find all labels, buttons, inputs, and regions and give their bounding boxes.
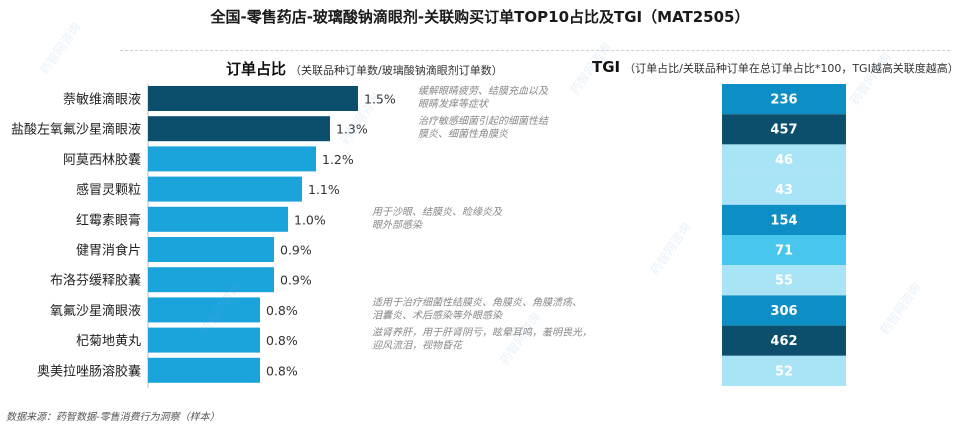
annotation-text: 适用于治疗细菌性结膜炎、角膜炎、角膜溃疡、 [372, 296, 582, 308]
bar-value-label: 0.8% [266, 303, 298, 318]
bar [148, 176, 302, 202]
annotation-text: 膜炎、细菌性角膜炎 [418, 128, 509, 140]
bar [148, 86, 358, 111]
bar-value-label: 0.9% [280, 243, 312, 258]
category-label: 健胃消食片 [76, 243, 141, 259]
category-label: 布洛芬缓释胶囊 [50, 273, 141, 289]
category-label: 氧氟沙星滴眼液 [50, 303, 141, 319]
annotation-text: 滋肾养肝，用于肝肾阴亏，眩晕耳鸣，羞明畏光， [372, 327, 592, 339]
tgi-value: 462 [770, 334, 797, 349]
category-label: 盐酸左氧氟沙星滴眼液 [11, 122, 141, 138]
tgi-cell [722, 325, 846, 356]
bar [148, 297, 260, 323]
bar-value-label: 1.1% [308, 182, 340, 197]
tgi-column-header: TGI （订单占比/关联品种订单在总订单占比*100，TGI越高关联度越高） [592, 58, 959, 76]
tgi-value: 55 [775, 274, 793, 289]
annotation-text: 眼睛发痒等症状 [418, 98, 489, 110]
tgi-cell [722, 114, 846, 145]
tgi-cell [722, 265, 846, 296]
category-label: 奥美拉唑肠溶胶囊 [37, 363, 141, 379]
bar [148, 116, 330, 142]
annotation-text: 用于沙眼、结膜炎、睑缘炎及 [372, 206, 503, 218]
tgi-cell [722, 204, 846, 235]
tgi-cell [722, 295, 846, 326]
category-label: 阿莫西林胶囊 [63, 152, 141, 168]
tgi-cell [722, 235, 846, 266]
bar [148, 146, 316, 172]
data-source-footer: 数据来源：药智数据-零售消费行为洞察（样本） [6, 412, 220, 423]
tgi-value: 43 [775, 183, 793, 198]
annotation-text: 缓解眼睛疲劳、结膜充血以及 [418, 85, 549, 97]
annotation-text: 治疗敏感细菌引起的细菌性结 [418, 115, 550, 127]
bar-value-label: 0.8% [266, 363, 298, 378]
bar-column-header: 订单占比 （关联品种订单数/玻璃酸钠滴眼剂订单数） [226, 58, 503, 79]
tgi-value: 46 [775, 153, 793, 168]
bar-value-label: 0.9% [280, 273, 312, 288]
bar [148, 267, 274, 293]
category-label: 萘敏维滴眼液 [63, 92, 141, 108]
tgi-cell [722, 144, 846, 175]
tgi-value: 306 [770, 304, 797, 319]
category-label: 红霉素眼膏 [76, 212, 141, 228]
bar [148, 206, 288, 232]
tgi-header-main: TGI [592, 58, 621, 76]
annotation-text: 泪囊炎、术后感染等外眼感染 [372, 309, 503, 321]
tgi-cell [722, 174, 846, 205]
bar [148, 237, 274, 262]
category-label: 感冒灵颗粒 [76, 182, 141, 198]
tgi-cell [722, 84, 846, 115]
tgi-value: 457 [770, 123, 797, 138]
tgi-value: 52 [775, 364, 793, 379]
bar-value-label: 1.0% [294, 212, 326, 227]
bar-header-main: 订单占比 [226, 60, 287, 78]
annotation-text: 迎风流泪，视物昏花 [372, 340, 464, 352]
annotation-text: 眼外部感染 [372, 219, 423, 231]
bar [148, 357, 260, 383]
title-divider [120, 50, 950, 51]
bar-value-label: 1.5% [364, 92, 396, 107]
bar-value-label: 0.8% [266, 333, 298, 348]
tgi-header-note: （订单占比/关联品种订单在总订单占比*100，TGI越高关联度越高） [624, 62, 959, 75]
tgi-value: 236 [770, 93, 797, 108]
chart-title: 全国-零售药店-玻璃酸钠滴眼剂-关联购买订单TOP10占比及TGI（MAT250… [210, 8, 750, 26]
tgi-value: 71 [775, 244, 793, 259]
bar-header-note: （关联品种订单数/玻璃酸钠滴眼剂订单数） [290, 64, 503, 77]
tgi-cell [722, 355, 846, 386]
tgi-value: 154 [770, 213, 797, 228]
bar [148, 327, 260, 353]
category-label: 杞菊地黄丸 [76, 334, 141, 349]
bar-value-label: 1.2% [322, 152, 354, 167]
bar-value-label: 1.3% [336, 122, 368, 137]
